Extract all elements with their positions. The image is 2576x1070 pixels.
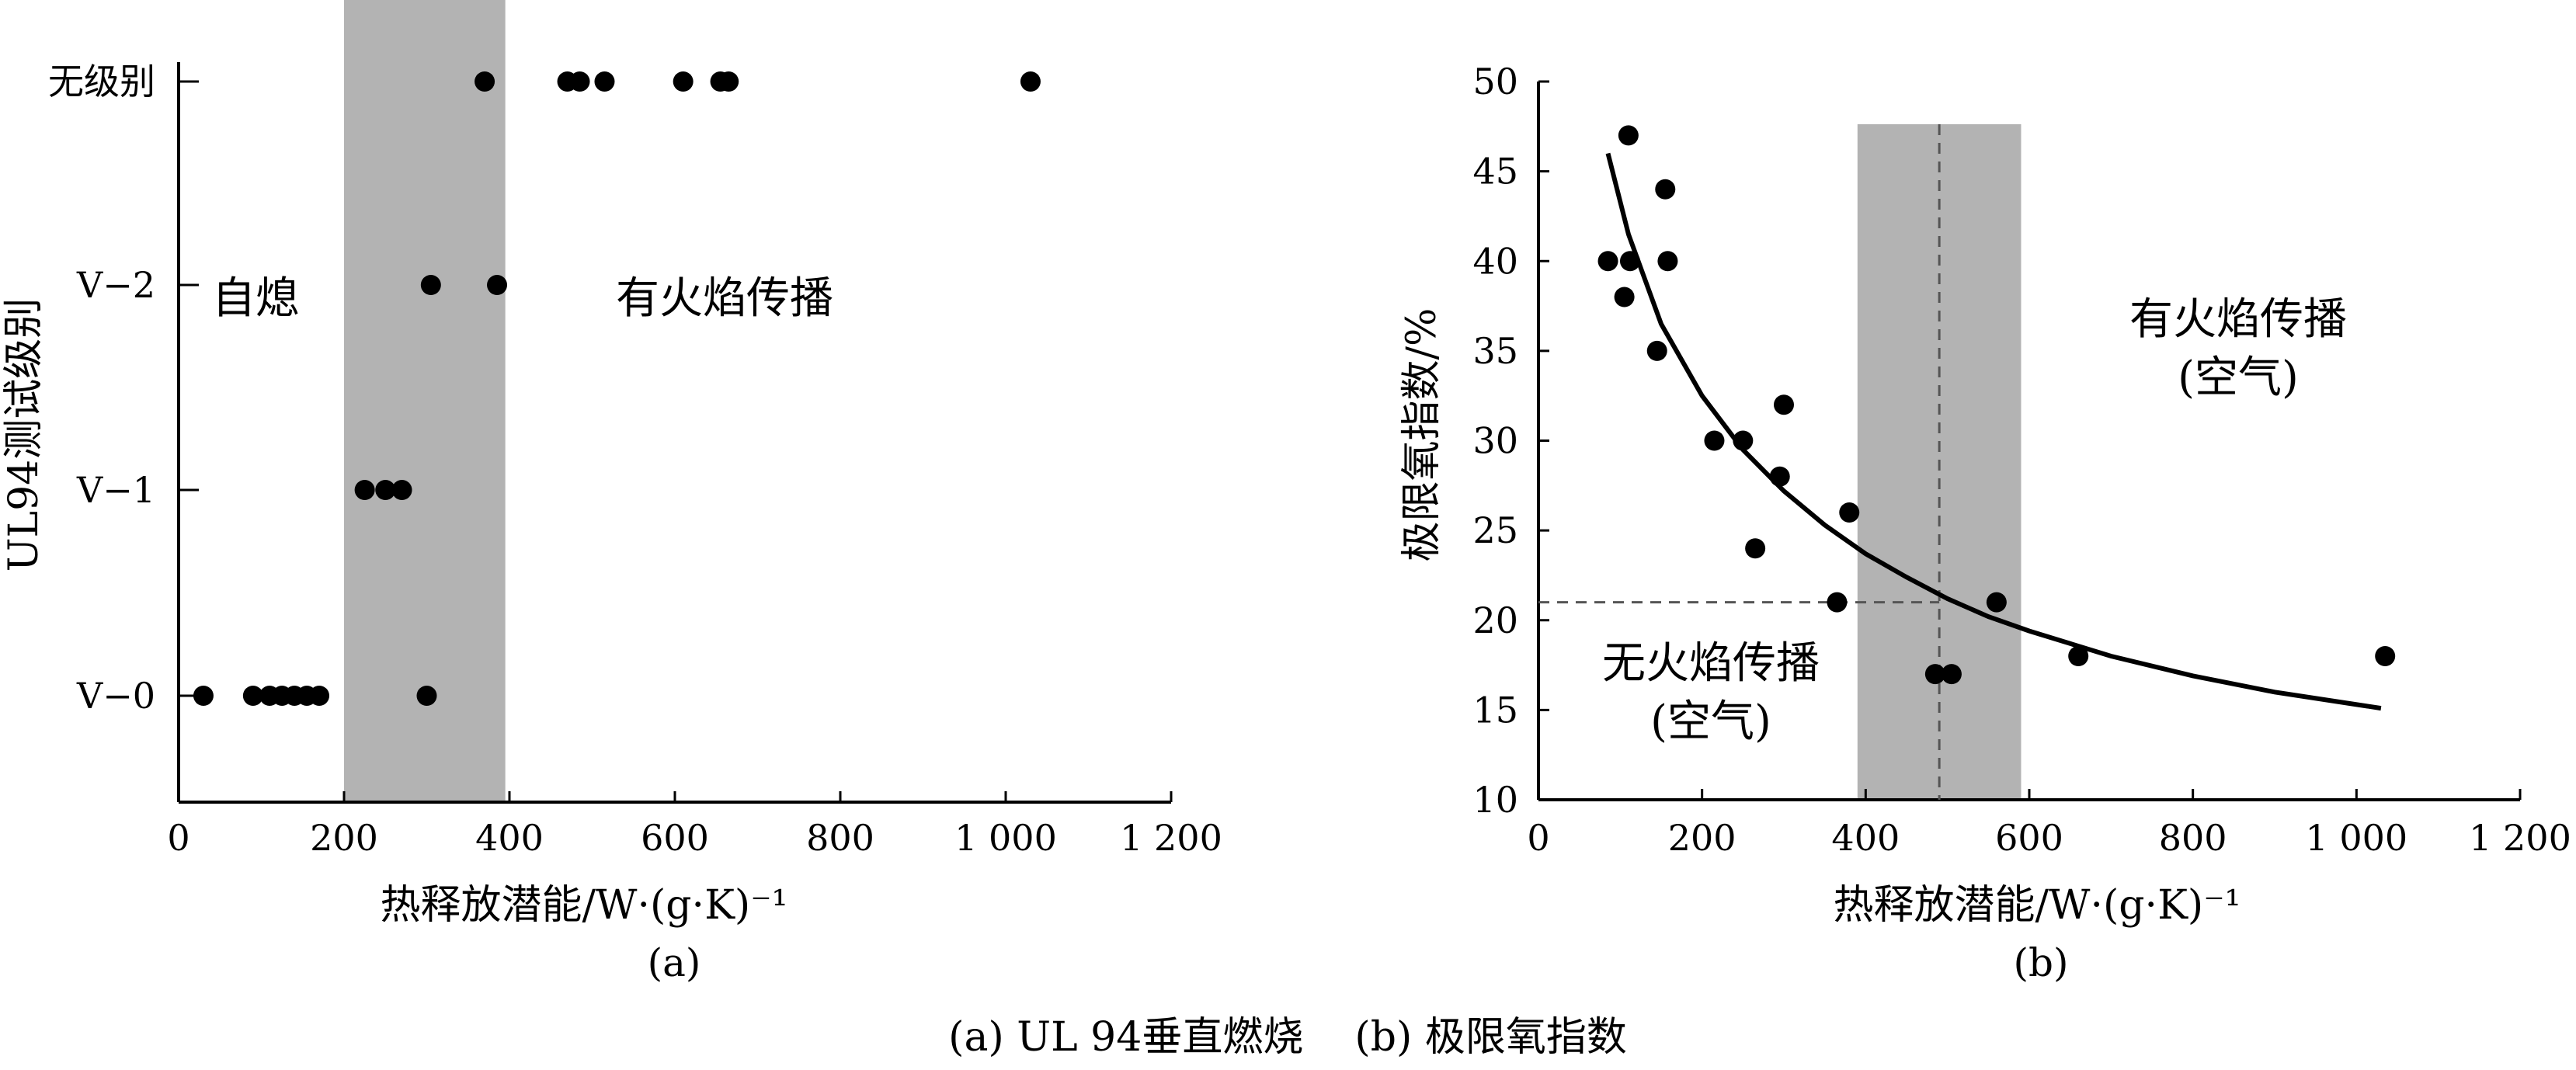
- panel-b-axes: [1537, 82, 2520, 801]
- panel-b-x-ticks: 0 200 400 600 800 1 000 1 200: [1527, 789, 2571, 859]
- panel-a-data-point: [375, 480, 396, 500]
- panel-b-annotation-flame-line2: (空气): [2178, 353, 2299, 403]
- panel-a-x-tick-label: 0: [167, 817, 189, 859]
- panel-b-x-tick-label: 200: [1668, 817, 1736, 859]
- panel-b-data-point: [1646, 340, 1667, 361]
- panel-b-y-tick-label: 30: [1472, 420, 1518, 462]
- panel-a-x-tick-label: 600: [641, 817, 709, 859]
- panel-b-x-tick-label: 800: [2159, 817, 2227, 859]
- panel-a-data-point: [1020, 71, 1041, 92]
- panel-b-y-tick-label: 35: [1472, 330, 1518, 372]
- panel-b-data-point: [1655, 179, 1676, 200]
- panel-b-data-point: [1618, 125, 1639, 146]
- panel-a-data-point: [193, 686, 214, 706]
- panel-a-data-point: [718, 71, 739, 92]
- panel-b-x-tick-label: 400: [1831, 817, 1900, 859]
- panel-b-ylabel: 极限氧指数/%: [1399, 308, 1445, 562]
- panel-b-y-tick-label: 20: [1472, 599, 1518, 641]
- panel-b-x-tick-label: 1 200: [2469, 817, 2571, 859]
- panel-b-data-point: [1769, 466, 1790, 487]
- panel-a-data-point: [309, 686, 330, 706]
- panel-a-y-tick-label: V−1: [76, 469, 155, 511]
- panel-a-data-point: [673, 71, 694, 92]
- panel-a-x-tick-label: 800: [806, 817, 874, 859]
- panel-b-data-point: [1986, 592, 2007, 613]
- panel-b-data-point: [1597, 251, 1618, 272]
- panel-b-data-point: [1839, 502, 1860, 523]
- panel-a-y-tick-label: 无级别: [48, 61, 155, 102]
- panel-a-data-point: [569, 71, 590, 92]
- panel-a-annotation-flame-spread: 有火焰传播: [616, 273, 833, 324]
- panel-b-data-point: [1614, 287, 1635, 307]
- panel-b-data-point: [2068, 646, 2089, 666]
- panel-a-chart: 0 200 400 600 800 1 000 1 200 V−0 V−1 V−2 无级别 热释放…: [1, 0, 1222, 985]
- panel-b-annotation-noflame-line1: 无火焰传播: [1602, 638, 1820, 689]
- panel-a-data-point: [487, 275, 508, 295]
- panel-b-data-point: [1827, 592, 1848, 613]
- panel-b-data-point: [2375, 646, 2396, 666]
- panel-b-label: (b): [2013, 940, 2068, 985]
- panel-b-data-point: [1774, 394, 1794, 415]
- panel-b-data-point: [1619, 251, 1640, 272]
- panel-b-data-point: [1924, 664, 1945, 685]
- panel-b-data-point: [1745, 538, 1766, 559]
- panel-b-chart: 0 200 400 600 800 1 000 1 200 10 15 20 25 30 35 40 45…: [1399, 61, 2571, 985]
- panel-a-xlabel: 热释放潜能/W·(g·K)⁻¹: [380, 882, 787, 929]
- panel-a-x-ticks: 0 200 400 600 800 1 000 1 200: [167, 791, 1222, 859]
- figure-caption: (a) UL 94垂直燃烧 (b) 极限氧指数: [948, 1014, 1627, 1061]
- panel-b-x-tick-label: 600: [1995, 817, 2063, 859]
- panel-b-points: [1597, 125, 2396, 685]
- panel-a-data-point: [420, 275, 441, 295]
- panel-b-x-tick-label: 0: [1527, 817, 1549, 859]
- panel-b-y-tick-label: 10: [1472, 779, 1518, 821]
- panel-b-x-tick-label: 1 000: [2305, 817, 2407, 859]
- panel-b-annotation-flame-line1: 有火焰传播: [2129, 294, 2347, 345]
- panel-b-data-point: [1704, 430, 1725, 451]
- panel-b-y-tick-label: 40: [1472, 240, 1518, 282]
- panel-a-data-point: [416, 686, 437, 706]
- panel-b-data-point: [1941, 664, 1962, 685]
- panel-b-y-tick-label: 25: [1472, 509, 1518, 551]
- panel-b-y-tick-label: 15: [1472, 689, 1518, 731]
- panel-b-data-point: [1657, 251, 1678, 272]
- panel-a-x-tick-label: 200: [310, 817, 378, 859]
- panel-a-ylabel: UL94测试级别: [1, 298, 47, 572]
- panel-b-y-tick-label: 50: [1472, 61, 1518, 102]
- panel-a-x-tick-label: 1 200: [1120, 817, 1222, 859]
- panel-b-data-point: [1733, 430, 1754, 451]
- panel-a-data-point: [354, 480, 375, 500]
- panel-a-y-tick-label: V−0: [76, 675, 155, 717]
- panel-a-points: [193, 71, 1041, 706]
- panel-a-data-point: [242, 686, 263, 706]
- panel-a-x-tick-label: 1 000: [954, 817, 1057, 859]
- panel-a-data-point: [594, 71, 615, 92]
- panel-b-y-ticks: 10 15 20 25 30 35 40 45 50: [1472, 61, 1549, 821]
- panel-a-data-point: [391, 480, 412, 500]
- panel-b-xlabel: 热释放潜能/W·(g·K)⁻¹: [1833, 882, 2241, 929]
- panel-a-y-tick-label: V−2: [76, 264, 155, 306]
- panel-b-annotation-noflame-line2: (空气): [1650, 697, 1771, 747]
- panel-b-y-tick-label: 45: [1472, 151, 1518, 193]
- panel-a-label: (a): [648, 940, 701, 985]
- panel-b-reference-lines: [1538, 124, 1941, 800]
- panel-a-data-point: [475, 71, 495, 92]
- panel-a-x-tick-label: 400: [475, 817, 544, 859]
- panel-a-y-ticks: V−0 V−1 V−2 无级别: [48, 61, 199, 717]
- panel-a-annotation-self-extinguish: 自熄: [212, 273, 299, 324]
- panel-b-fit-curve: [1605, 152, 2382, 711]
- panel-a-shaded-region: [344, 0, 506, 802]
